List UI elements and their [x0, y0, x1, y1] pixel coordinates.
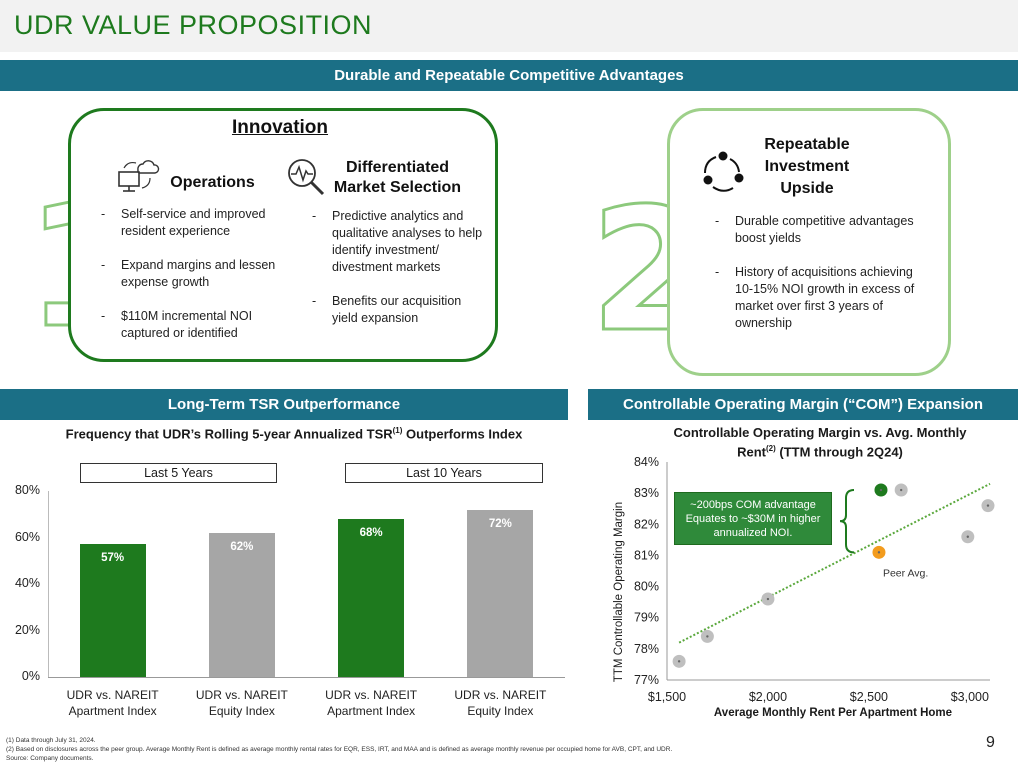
bar-category-line: Equity Index [208, 704, 275, 718]
cycle-arrows-icon [700, 150, 746, 201]
bar [338, 518, 405, 677]
bar-chart-yaxis [48, 491, 49, 677]
x-axis-title: Average Monthly Rent Per Apartment Home [713, 707, 953, 719]
tsr-banner: Long-Term TSR Outperformance [0, 389, 568, 420]
scatter-y-tick-label: 77% [634, 673, 659, 687]
scatter-y-tick-label: 79% [634, 611, 659, 625]
market-bullets: - Predictive analytics and qualitative an… [312, 208, 488, 327]
scatter-y-tick-label: 83% [634, 486, 659, 500]
scatter-chart-title: Controllable Operating Margin vs. Avg. M… [650, 425, 990, 460]
list-item: - Expand margins and lessen expense growt… [101, 258, 276, 289]
repeatable-heading-line3: Upside [780, 180, 834, 197]
scatter-y-tick-label: 84% [634, 455, 659, 469]
top-banner: Durable and Repeatable Competitive Advan… [0, 60, 1018, 91]
scatter-y-tick-label: 82% [634, 517, 659, 531]
bar-title-sup: (1) [392, 426, 403, 435]
scatter-x-tick-label: $1,500 [648, 690, 686, 704]
bar-category-line: Equity Index [467, 704, 534, 718]
market-label-line2: Market Selection [333, 179, 462, 196]
operations-label: Operations [170, 174, 255, 191]
bar [79, 544, 146, 677]
bar-title-main: Frequency that UDR’s Rolling 5-year Annu… [65, 426, 393, 442]
bar-category-line: UDR vs. NAREIT [454, 688, 547, 702]
peer-point-center [706, 635, 709, 638]
bar-chart-title: Frequency that UDR’s Rolling 5-year Annu… [20, 426, 568, 441]
bar [467, 509, 534, 677]
bar-value-label: 57% [101, 552, 125, 565]
list-item: - Durable competitive advantages boost yi… [715, 214, 914, 245]
peer-point-center [899, 488, 903, 492]
bar-category-label: UDR vs. NAREIT Apartment Index [48, 687, 178, 719]
computer-cloud-icon [116, 158, 160, 203]
bar-category-label: UDR vs. NAREIT Equity Index [177, 687, 307, 719]
repeatable-heading: Repeatable Investment Upside [757, 134, 857, 200]
magnifier-pulse-icon [285, 156, 329, 205]
scatter-y-tick-label: 81% [634, 548, 659, 562]
market-selection-label: Differentiated Market Selection [325, 158, 470, 198]
bar-y-tick-label: 40% [14, 576, 40, 590]
peer-point-center [986, 504, 990, 507]
repeatable-box [667, 108, 951, 376]
footnote-1: (1) Data through July 31, 2024. [6, 737, 96, 744]
bar-category-label: UDR vs. NAREIT Apartment Index [306, 687, 436, 719]
bar-value-label: 72% [488, 517, 512, 530]
bar-value-label: 62% [230, 540, 254, 553]
scatter-title-line2: Rent(2) (TTM through 2Q24) [737, 444, 903, 460]
bar-category-line: UDR vs. NAREIT [325, 688, 418, 702]
bar-y-tick-label: 20% [14, 622, 40, 637]
period-label-10yr: Last 10 Years [345, 463, 543, 483]
bar-y-tick-label: 0% [21, 669, 40, 683]
page-number: 9 [986, 734, 995, 751]
peer-point-center [677, 660, 681, 663]
page-title: UDR VALUE PROPOSITION [14, 10, 373, 40]
com-advantage-callout: ~200bps COM advantage Equates to ~$30M i… [674, 492, 832, 545]
bar-category-label: UDR vs. NAREIT Equity Index [435, 687, 565, 719]
peer-point-center [766, 597, 770, 601]
peer-avg-point-center [877, 551, 881, 554]
period-label-5yr: Last 5 Years [80, 463, 277, 483]
list-item: - Predictive analytics and qualitative an… [312, 209, 483, 274]
bracket-brace [839, 489, 855, 554]
peer-point-center [966, 535, 969, 538]
list-item: - Benefits our acquisition yield expansio… [312, 294, 462, 325]
bar-category-line: Apartment Index [68, 704, 157, 718]
footnote-source: Source: Company documents. [6, 755, 94, 762]
scatter-x-tick-label: $3,000 [951, 690, 989, 704]
bar-category-line: UDR vs. NAREIT [66, 688, 159, 702]
scatter-title-line1: Controllable Operating Margin vs. Avg. M… [673, 425, 967, 440]
repeatable-heading-line2: Investment [764, 158, 850, 175]
com-banner: Controllable Operating Margin (“COM”) Ex… [588, 389, 1018, 420]
title-bar [0, 0, 1018, 52]
udr-point-center [879, 488, 883, 492]
bar-y-tick-label: 60% [14, 529, 40, 544]
innovation-box [68, 108, 498, 362]
bar-chart-baseline [48, 677, 565, 678]
peer-avg-label: Peer Avg. [883, 567, 928, 579]
list-item: - $110M incremental NOI captured or ident… [101, 309, 253, 340]
list-item: - Self-service and improved resident expe… [101, 207, 266, 238]
operations-bullets: - Self-service and improved resident expe… [101, 206, 291, 342]
bar-title-tail: Outperforms Index [402, 426, 523, 442]
bar-value-label: 68% [359, 526, 383, 539]
y-axis-title-wrap: TTM Controllable Operating Margin [612, 494, 626, 694]
bar [208, 532, 275, 677]
repeatable-heading-line1: Repeatable [764, 136, 850, 153]
y-axis-title: TTM Controllable Operating Margin [613, 501, 625, 683]
bar-category-line: UDR vs. NAREIT [195, 688, 288, 702]
innovation-heading: Innovation [231, 117, 329, 138]
scatter-x-tick-label: $2,000 [749, 690, 787, 704]
repeatable-bullets: - Durable competitive advantages boost yi… [715, 213, 930, 332]
scatter-x-tick-label: $2,500 [850, 690, 888, 704]
scatter-y-tick-label: 80% [634, 580, 659, 594]
footnote-2: (2) Based on disclosures across the peer… [6, 746, 673, 753]
bar-y-tick-label: 80% [14, 483, 40, 497]
list-item: - History of acquisitions achieving 10-15… [715, 265, 915, 330]
bar-category-line: Apartment Index [327, 704, 416, 718]
market-label-line1: Differentiated [345, 159, 450, 176]
scatter-y-tick-label: 78% [634, 642, 659, 656]
